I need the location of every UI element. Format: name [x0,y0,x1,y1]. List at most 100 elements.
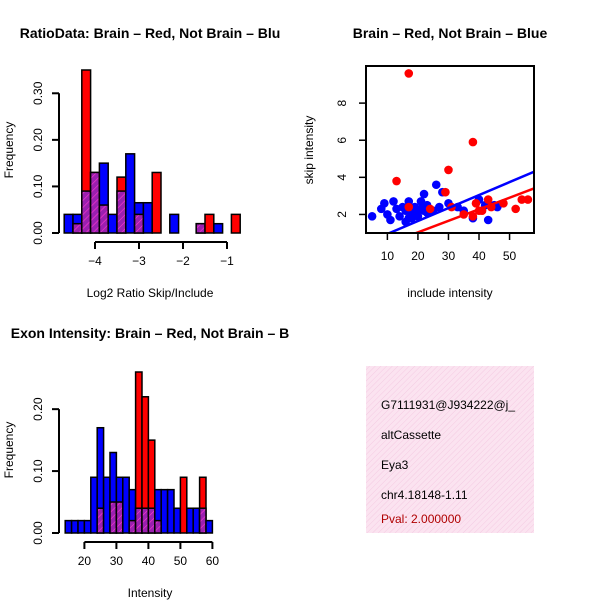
scatter-marks [367,69,534,233]
ratio-bars [63,69,241,234]
scatter-x-tick-label: 20 [411,249,425,263]
intensity-not-brain-bar [166,488,175,534]
intensity-not-brain-bar [173,507,182,534]
not-brain-point [483,215,493,225]
ratio-overlap-bar [133,213,145,234]
scatter-panel: Brain – Red, Not Brain – Blue 10 20 30 40 50… [302,25,547,300]
intensity-overlap-bar [154,519,162,534]
ratio-overlap-bar [72,222,83,234]
ratio-not-brain-bar [142,201,153,234]
ratio-chart-title: RatioData: Brain – Red, Not Brain – Blu [20,25,281,41]
ratio-brain-bar [230,213,241,234]
ratio-y-tick-label: 0.30 [31,81,45,105]
scatter-y-tick-label: 4 [335,174,349,181]
info-event-type: altCassette [381,428,441,442]
intensity-not-brain-bar [192,507,201,534]
ratio-y-tick-label: 0.00 [31,221,45,245]
intensity-x-axis-label: Intensity [128,586,173,600]
intensity-overlap-bar [134,507,143,534]
not-brain-point [367,212,377,221]
intensity-y-tick-label: 0.10 [31,459,45,483]
brain-point [468,212,478,221]
intensity-overlap-bar [115,501,124,534]
not-brain-point [413,212,423,221]
not-brain-point [380,199,389,208]
brain-point [483,195,493,204]
intensity-x-tick-label: 50 [174,554,188,568]
ratio-overlap-bar [195,222,206,234]
scatter-x-tick-label: 10 [381,249,395,263]
scatter-y-axis-label: skip intensity [302,116,316,185]
intensity-bars [64,371,214,534]
intensity-overlap-bar [198,507,207,534]
ratio-x-axis-label: Log2 Ratio Skip/Include [87,286,214,300]
brain-point [471,199,481,208]
ratio-overlap-bar [89,171,101,234]
intensity-overlap-bar [109,501,118,534]
scatter-x-tick-label: 50 [503,249,517,263]
ratio-not-brain-bar [169,213,180,234]
info-panel: G7111931@J934222@j_ altCassette Eya3 chr… [366,366,534,533]
intensity-not-brain-bar [70,519,79,534]
info-pval: Pval: 2.000000 [381,512,461,526]
ratio-not-brain-bar [213,222,224,234]
intensity-chart-title: Exon Intensity: Brain – Red, Not Brain –… [11,325,290,341]
intensity-not-brain-bar [90,476,98,534]
brain-point [425,204,435,214]
not-brain-fit-line [386,170,534,233]
scatter-y-tick-label: 6 [335,137,349,144]
intensity-x-tick-label: 20 [78,554,92,568]
intensity-brain-bar [179,476,188,534]
not-brain-point [419,189,429,199]
ratio-not-brain-bar [63,213,74,234]
intensity-not-brain-bar [64,519,73,534]
intensity-overlap-bar [96,507,105,534]
not-brain-point [389,197,398,206]
brain-fit-line [412,187,534,233]
intensity-axes: 20 30 40 50 60 0.00 0.10 0.20 [31,397,219,568]
intensity-x-tick-label: 60 [206,554,220,568]
info-location: chr4.18148-1.11 [381,488,468,502]
info-gene: Eya3 [381,458,409,472]
intensity-not-brain-bar [122,476,130,534]
ratio-x-tick-label: −2 [176,254,190,268]
brain-point [517,195,527,204]
scatter-x-tick-label: 30 [442,249,456,263]
not-brain-point [395,212,404,221]
brain-point [523,195,533,204]
ratio-x-tick-label: −4 [88,254,102,268]
ratio-overlap-bar [116,190,127,234]
ratio-x-tick-label: −3 [132,254,146,268]
ratio-brain-bar [151,171,162,234]
intensity-not-brain-bar [160,488,169,534]
scatter-axes: 10 20 30 40 50 2 4 6 8 [335,99,517,263]
ratio-histogram-panel: RatioData: Brain – Red, Not Brain – Blu … [2,25,280,300]
scatter-chart-title: Brain – Red, Not Brain – Blue [353,25,548,41]
intensity-y-tick-label: 0.20 [31,397,45,421]
not-brain-point [435,202,444,212]
ratio-not-brain-bar [125,153,136,234]
ratio-brain-bar [204,213,215,234]
ratio-axes: −4 −3 −2 −1 0.00 0.10 0.20 0.30 [31,81,234,268]
intensity-overlap-bar [141,507,150,534]
intensity-not-brain-bar [205,519,214,534]
ratio-not-brain-bar [107,213,118,234]
ratio-y-axis-label: Frequency [2,122,16,179]
scatter-y-tick-label: 8 [335,99,349,106]
scatter-plot-frame [365,65,535,234]
ratio-overlap-bar [81,190,92,234]
ratio-overlap-bar [98,204,109,234]
intensity-overlap-bar [147,507,156,534]
brain-point [404,69,414,78]
brain-point [444,165,453,175]
brain-point [441,187,450,197]
scatter-x-axis-label: include intensity [407,286,492,300]
info-probe-id: G7111931@J934222@j_ [381,398,515,412]
intensity-y-tick-label: 0.00 [31,521,45,545]
ratio-y-tick-label: 0.20 [31,128,45,152]
intensity-x-tick-label: 30 [110,554,124,568]
not-brain-point [431,180,441,190]
intensity-not-brain-bar [83,519,92,534]
intensity-histogram-panel: Exon Intensity: Brain – Red, Not Brain –… [2,325,289,600]
